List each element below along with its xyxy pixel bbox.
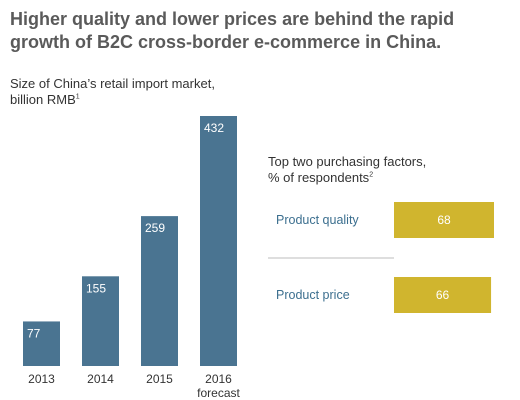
bar-2016 [200, 116, 237, 366]
category-label-product-price: Product price [276, 288, 350, 302]
bar-2013 [23, 321, 60, 366]
purchasing-factors-unit: % of respondents [268, 170, 370, 185]
purchasing-factors-heading: Top two purchasing factors, % of respond… [268, 154, 508, 186]
bar-value-label-2013: 77 [27, 326, 41, 340]
purchasing-factors-chart: 68 Product quality 66 Product price [268, 202, 494, 313]
category-label-product-quality: Product quality [276, 213, 359, 227]
x-tick-label-2013: 2013 [28, 372, 55, 386]
bar-value-label-2016: 432 [204, 121, 224, 135]
bar-value-label-2014: 155 [86, 281, 106, 295]
hbar-value-label-product-quality: 68 [437, 213, 451, 227]
page-title: Higher quality and lower prices are behi… [10, 9, 455, 52]
hbar-product-quality [394, 202, 494, 238]
hbar-value-label-product-price: 66 [436, 288, 450, 302]
footnote-mark-1: 1 [75, 93, 80, 101]
bar-2015 [141, 216, 178, 366]
x-tick-label-2014: 2014 [87, 372, 114, 386]
market-size-unit: billion RMB [10, 92, 76, 107]
x-tick-label-2016: 2016 [205, 372, 232, 386]
x-tick-sublabel-2016: forecast [197, 386, 240, 400]
footnote-mark-2: 2 [369, 171, 374, 179]
hbar-product-price [394, 277, 492, 313]
bar-2014 [82, 276, 119, 366]
market-size-title: Size of China’s retail import market, [10, 76, 215, 91]
bar-value-label-2015: 259 [145, 221, 165, 235]
x-tick-label-2015: 2015 [146, 372, 173, 386]
purchasing-factors-title: Top two purchasing factors, [268, 154, 427, 169]
market-size-heading: Size of China’s retail import market, bi… [10, 76, 270, 108]
